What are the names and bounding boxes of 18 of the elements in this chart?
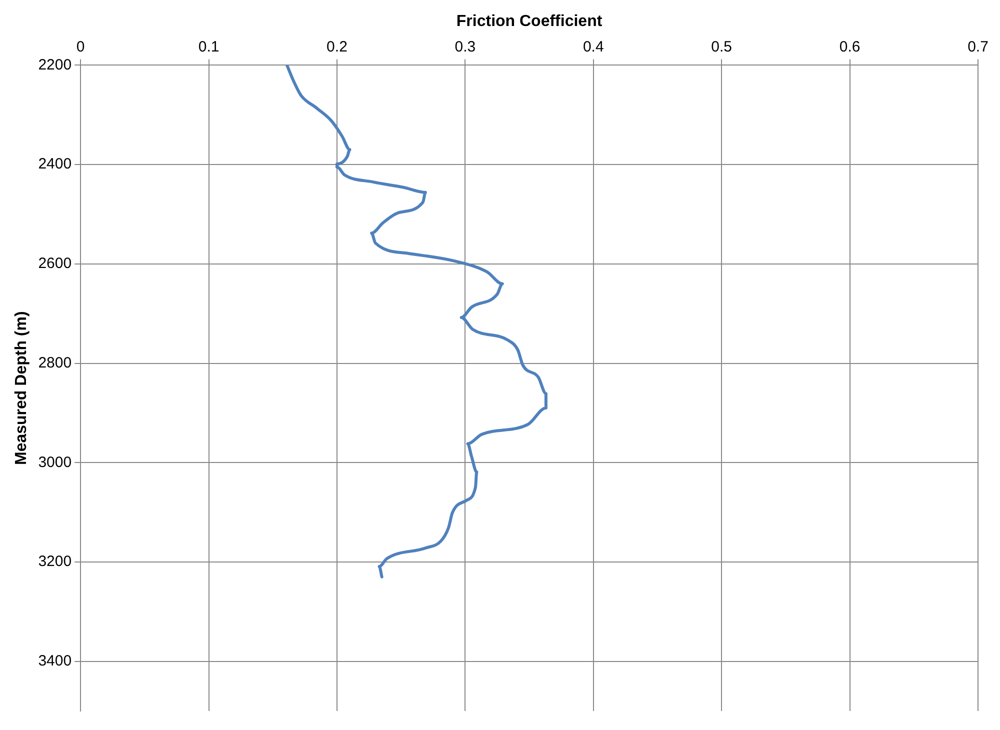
y-tick-label: 3000: [38, 454, 72, 471]
x-tick-label: 0.5: [711, 38, 732, 56]
x-tick-label: 0.3: [454, 38, 476, 56]
y-tick-label: 3400: [38, 652, 72, 670]
x-axis-title: Friction Coefficient: [456, 13, 603, 30]
y-tick-label: 2200: [38, 56, 72, 74]
x-tick-label: 0.4: [582, 38, 604, 56]
y-tick-label: 3200: [38, 553, 72, 570]
y-axis-title: Measured Depth (m): [13, 311, 30, 465]
x-tick-label: 0.2: [326, 38, 348, 56]
line-series: [285, 65, 548, 578]
x-tick-label: 0.6: [839, 38, 860, 56]
y-tick-label: 2400: [38, 156, 72, 173]
y-tick-label: 2600: [38, 255, 72, 272]
x-tick-label: 0: [76, 38, 85, 56]
y-tick-label: 2800: [38, 354, 72, 372]
x-tick-label: 0.1: [198, 38, 220, 56]
x-tick-label: 0.7: [968, 38, 988, 56]
